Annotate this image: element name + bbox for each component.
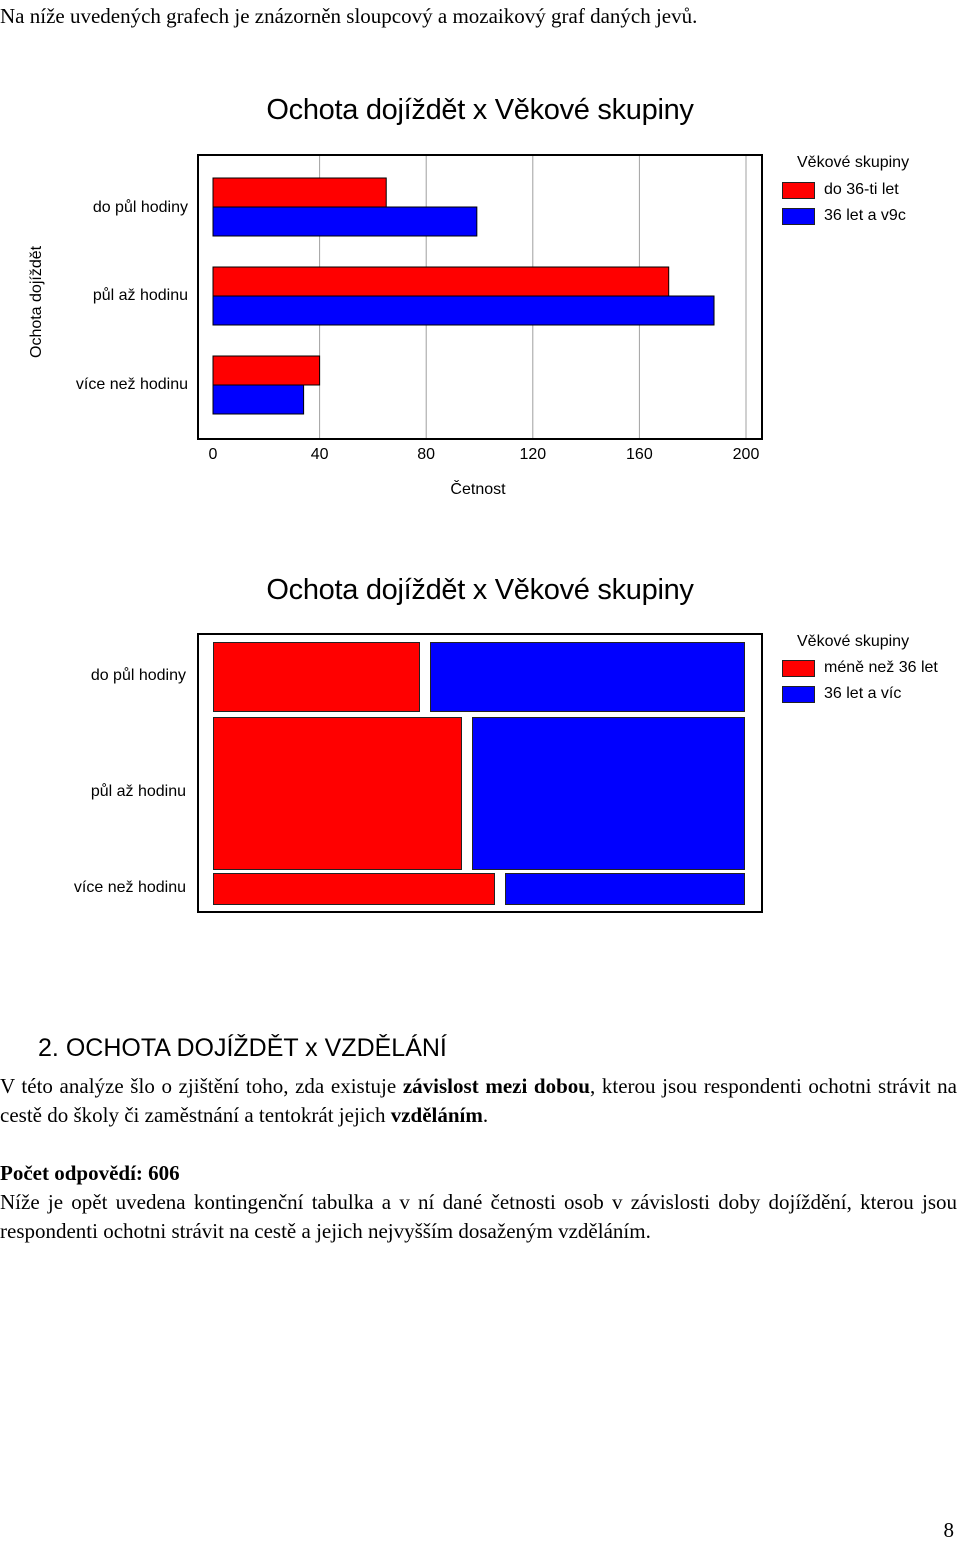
legend-label: do 36-ti let (824, 181, 899, 198)
bar (212, 206, 478, 237)
answers-count-text: Počet odpovědí: 606 (0, 1161, 180, 1185)
section-title: OCHOTA DOJÍŽDĚT x VZDĚLÁNÍ (65, 1034, 447, 1062)
category-label: do půl hodiny (90, 667, 186, 684)
paragraph-bold: závislost mezi dobou (402, 1074, 590, 1098)
category-label: půl až hodinu (90, 783, 186, 800)
bar (212, 355, 321, 386)
x-tick-label: 120 (519, 446, 547, 463)
paragraph-text: , kterou jsou respondenti ochotni strávi… (0, 1074, 957, 1127)
x-tick-label: 200 (732, 446, 760, 463)
mosaic-cell (213, 873, 496, 905)
x-tick-label: 0 (208, 446, 218, 463)
legend-swatch-blue (782, 686, 815, 703)
chart-title: Ochota dojíždět x Věkové skupiny (266, 574, 694, 606)
section-heading: 2. OCHOTA DOJÍŽDĚT x VZDĚLÁNÍ (38, 1034, 447, 1063)
bar (212, 266, 670, 297)
x-tick-label: 40 (310, 446, 329, 463)
category-label: půl až hodinu (92, 287, 188, 304)
category-label: více než hodinu (75, 376, 188, 393)
legend-swatch-red (782, 660, 815, 677)
page-number: 8 (943, 1518, 955, 1542)
mosaic-cell (471, 717, 745, 870)
paragraph-bold: vzděláním (390, 1103, 483, 1127)
x-tick-label: 160 (626, 446, 653, 463)
legend-label: 36 let a víc (824, 685, 902, 702)
answers-count: Počet odpovědí: 606 (0, 1159, 957, 1188)
mosaic-plot-area (197, 633, 763, 913)
paragraph-text: V této analýze šlo o zjištění toho, zda … (0, 1074, 403, 1098)
section-number: 2. (38, 1034, 59, 1062)
category-label: více než hodinu (73, 879, 186, 896)
mosaic-cell (213, 717, 462, 870)
legend-label: 36 let a v9c (824, 207, 906, 224)
bar (212, 384, 305, 415)
mosaic-cell (213, 642, 420, 712)
paragraph-table-intro: Níže je opět uvedena kontingenční tabulk… (0, 1190, 957, 1243)
mosaic-cell (505, 873, 745, 905)
x-axis-title: Četnost (450, 481, 506, 498)
bar (212, 295, 715, 326)
legend-title: Věkové skupiny (797, 633, 910, 650)
legend-swatch-red (782, 182, 815, 199)
legend-title: Věkové skupiny (797, 154, 910, 171)
intro-text: Na níže uvedených grafech je znázorněn s… (0, 4, 698, 28)
paragraph-text: . (482, 1103, 489, 1127)
category-label: do půl hodiny (92, 199, 188, 216)
bar (212, 177, 387, 208)
x-tick-label: 80 (417, 446, 436, 463)
legend-label: méně než 36 let (824, 659, 938, 676)
paragraph-analysis: V této analýze šlo o zjištění toho, zda … (0, 1072, 957, 1130)
bar-plot-area (197, 154, 763, 440)
chart-title: Ochota dojíždět x Věkové skupiny (266, 94, 694, 126)
legend-swatch-blue (782, 208, 815, 225)
mosaic-cell (429, 642, 745, 712)
